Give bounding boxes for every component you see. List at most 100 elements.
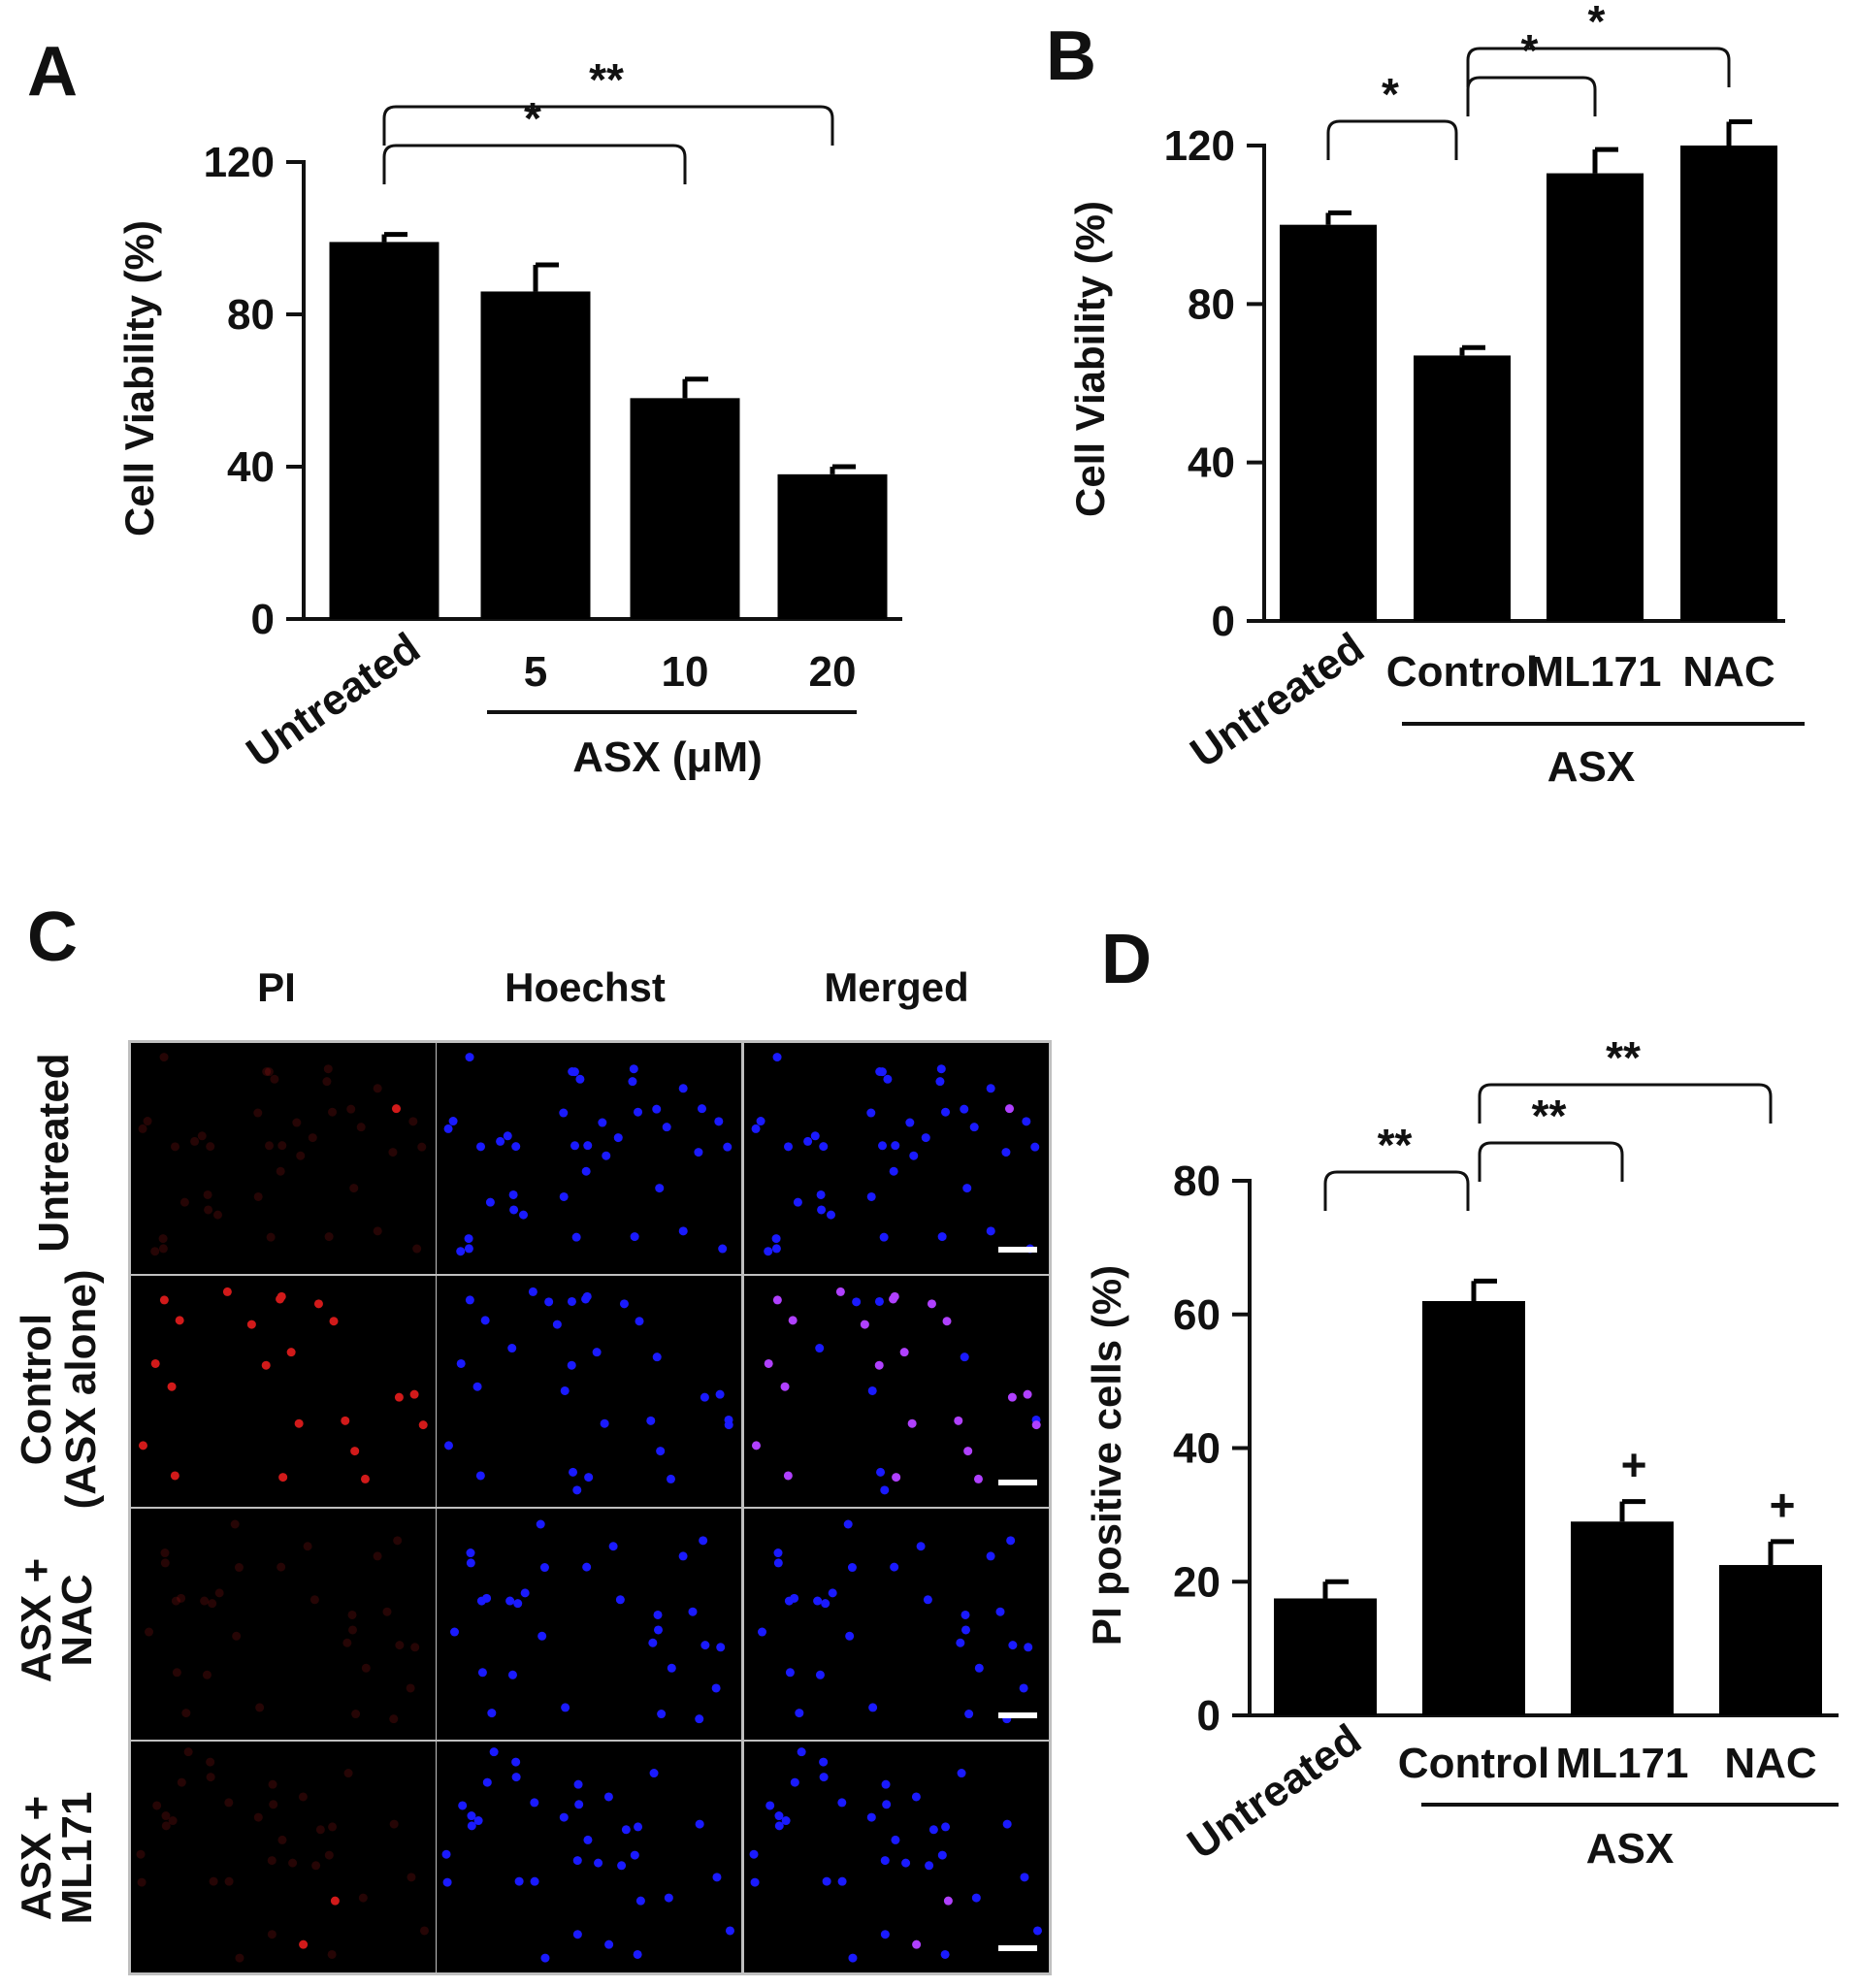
marker-d-3: +	[1770, 1480, 1796, 1530]
cell-dot-r0-merged-35	[793, 1197, 802, 1207]
row-label-asx-nac-sub: NAC	[53, 1574, 101, 1666]
cell-dot-r0-merged-5	[816, 1190, 826, 1199]
cell-dot-r0-merged-30	[751, 1124, 761, 1133]
marker-d-2: +	[1621, 1440, 1647, 1490]
significance-bracket-b-2	[1466, 47, 1731, 87]
cell-dot-r1-hoechst-20	[567, 1296, 576, 1306]
cell-dot-r2-pi-16	[160, 1558, 170, 1568]
y-axis-label-b: Cell Viability (%)	[1067, 201, 1113, 517]
cell-dot-r2-pi-10	[172, 1668, 181, 1678]
cell-dot-r0-merged-10	[941, 1107, 951, 1117]
cell-dot-r2-merged-1	[1008, 1641, 1018, 1650]
cell-dot-r3-hoechst-8	[441, 1849, 451, 1859]
cell-dot-r1-pi-11	[222, 1287, 232, 1296]
cell-dot-r2-hoechst-8	[699, 1536, 708, 1546]
y-tick-label-d-0: 0	[1197, 1692, 1221, 1740]
cell-dot-r0-pi-3	[253, 1108, 263, 1118]
cell-dot-r2-hoechst-0	[507, 1670, 517, 1679]
cell-dot-r1-pi-5	[167, 1382, 177, 1391]
image-tile-r2-pi	[131, 1509, 436, 1740]
cell-dot-r0-merged-7	[764, 1247, 773, 1256]
cell-dot-r2-hoechst-19	[487, 1709, 497, 1718]
cell-dot-r3-merged-13	[1032, 1926, 1042, 1936]
image-tile-r2-hoechst	[437, 1509, 741, 1740]
cell-dot-r3-pi-27	[328, 1822, 338, 1832]
cell-dot-r0-pi-23	[204, 1205, 213, 1215]
cell-dot-r0-hoechst-22	[570, 1141, 580, 1151]
cell-dot-r2-merged-20	[974, 1663, 984, 1673]
cell-dot-r3-merged-26	[880, 1856, 890, 1866]
cell-dot-r0-hoechst-29	[652, 1104, 662, 1114]
cell-dot-r3-pi-2	[235, 1953, 244, 1963]
cell-dot-r0-hoechst-12	[598, 1118, 607, 1127]
bar-b-2	[1547, 173, 1644, 622]
category-label-a-3: 20	[809, 648, 857, 696]
cell-dot-r1-pi-27	[286, 1348, 296, 1357]
group-label-d: ASX	[1586, 1825, 1674, 1873]
image-tile-r0-pi	[131, 1043, 436, 1274]
cell-dot-r3-hoechst-30	[572, 1930, 582, 1939]
cell-dot-r0-hoechst-27	[448, 1117, 458, 1126]
cell-dot-r1-hoechst-4	[619, 1299, 629, 1309]
cell-dot-r2-pi-25	[347, 1625, 357, 1635]
cell-dot-r0-hoechst-10	[634, 1107, 643, 1117]
cell-dot-r2-hoechst-6	[536, 1519, 545, 1529]
cell-dot-r3-pi-21	[288, 1858, 298, 1868]
cell-dot-r0-hoechst-21	[583, 1141, 593, 1151]
cell-dot-r1-hoechst-6	[443, 1441, 453, 1450]
cell-dot-r3-hoechst-18	[635, 1896, 645, 1906]
y-axis-label-a: Cell Viability (%)	[116, 220, 162, 537]
cell-dot-r0-pi-38	[159, 1053, 169, 1062]
cell-dot-r1-merged-9	[852, 1297, 862, 1307]
cell-dot-r2-hoechst-5	[513, 1599, 523, 1609]
cell-dot-r0-merged-24	[826, 1210, 835, 1220]
cell-dot-r0-pi-28	[197, 1131, 207, 1141]
cell-dot-r0-merged-9	[803, 1136, 813, 1146]
cell-dot-r3-pi-32	[358, 1893, 368, 1903]
cell-dot-r0-pi-13	[356, 1123, 366, 1132]
cell-dot-r2-merged-22	[1024, 1643, 1033, 1652]
cell-dot-r0-hoechst-15	[694, 1148, 703, 1157]
scale-bar-r3	[998, 1945, 1037, 1951]
cell-dot-r1-hoechst-15	[584, 1473, 594, 1483]
group-label-a: ASX (μM)	[572, 733, 763, 781]
cell-dot-r1-merged-23	[876, 1467, 886, 1477]
cell-dot-r0-pi-39	[373, 1226, 382, 1236]
cell-dot-r0-pi-17	[322, 1077, 332, 1087]
cell-dot-r0-pi-16	[308, 1133, 317, 1143]
cell-dot-r3-merged-12	[797, 1747, 806, 1757]
cell-dot-r3-pi-25	[253, 1812, 263, 1822]
cell-dot-r0-merged-3	[866, 1108, 876, 1118]
cell-dot-r3-pi-0	[389, 1819, 399, 1829]
cell-dot-r3-hoechst-17	[712, 1873, 722, 1882]
y-tick-label-b-2: 80	[1188, 280, 1235, 328]
cell-dot-r0-pi-7	[150, 1247, 160, 1256]
cell-dot-r2-pi-28	[351, 1710, 361, 1719]
row-label-control-sub: (ASX alone)	[57, 1270, 105, 1510]
cell-dot-r1-pi-6	[138, 1441, 147, 1450]
cell-dot-r0-pi-5	[203, 1190, 212, 1199]
cell-dot-r3-merged-28	[882, 1800, 892, 1809]
cell-dot-r1-merged-20	[874, 1296, 884, 1306]
significance-label-d-0: **	[1378, 1120, 1413, 1170]
cell-dot-r1-merged-25	[1031, 1420, 1041, 1430]
category-label-b-1: Control	[1386, 648, 1538, 696]
cell-dot-r3-pi-5	[224, 1798, 234, 1808]
bar-d-2	[1571, 1521, 1674, 1715]
cell-dot-r1-merged-27	[899, 1348, 909, 1357]
cell-dot-r3-merged-27	[941, 1822, 951, 1832]
cell-dot-r2-merged-15	[1019, 1683, 1028, 1693]
cell-dot-r1-merged-21	[907, 1418, 917, 1428]
cell-dot-r2-hoechst-26	[615, 1595, 625, 1605]
cell-dot-r2-hoechst-10	[477, 1668, 487, 1678]
cell-dot-r2-pi-29	[382, 1607, 392, 1616]
cell-dot-r3-pi-8	[136, 1849, 146, 1859]
image-tile-r0-merged	[744, 1043, 1049, 1274]
cell-dot-r0-merged-38	[772, 1053, 782, 1062]
cell-dot-r1-pi-14	[170, 1471, 179, 1481]
column-header-merged: Merged	[824, 964, 968, 1010]
cell-dot-r2-hoechst-3	[561, 1703, 570, 1712]
significance-bracket-d-1	[1478, 1141, 1624, 1182]
cell-dot-r3-merged-24	[781, 1816, 791, 1826]
significance-bracket-b-0	[1326, 119, 1458, 160]
